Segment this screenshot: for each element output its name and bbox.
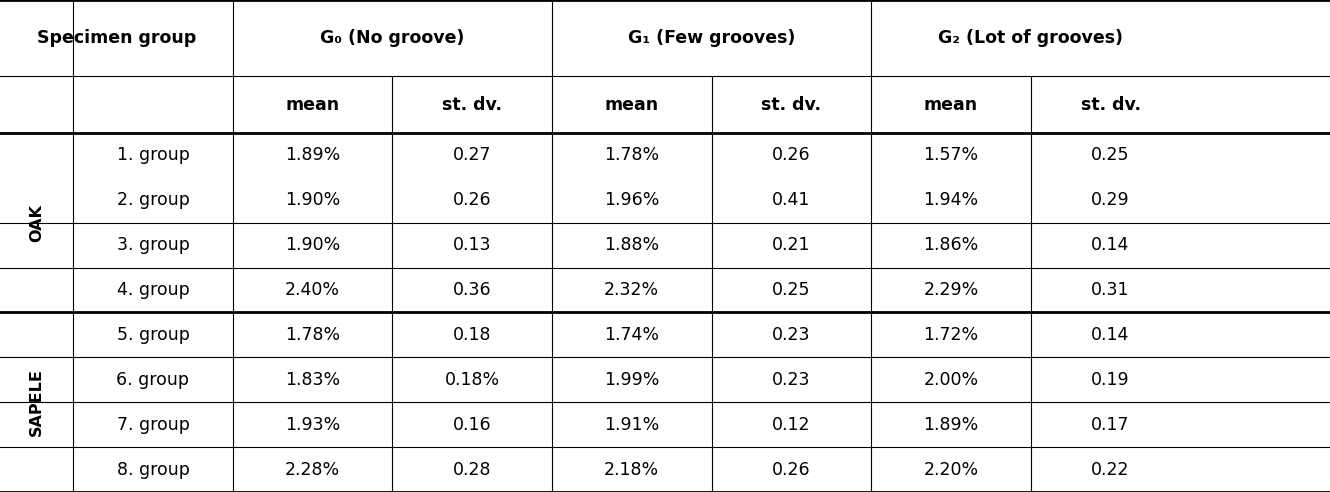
Text: 0.26: 0.26 xyxy=(452,191,492,209)
Text: 2.32%: 2.32% xyxy=(604,281,660,299)
Text: 1.74%: 1.74% xyxy=(604,326,660,344)
Text: G₀ (No groove): G₀ (No groove) xyxy=(321,29,464,47)
Text: 0.31: 0.31 xyxy=(1092,281,1129,299)
Text: 0.13: 0.13 xyxy=(454,236,491,254)
Text: mean: mean xyxy=(924,95,978,114)
Text: 7. group: 7. group xyxy=(117,416,189,433)
Text: 2.29%: 2.29% xyxy=(923,281,979,299)
Text: 1.89%: 1.89% xyxy=(285,146,340,164)
Text: 0.23: 0.23 xyxy=(773,371,810,389)
Text: 1.93%: 1.93% xyxy=(285,416,340,433)
Text: st. dv.: st. dv. xyxy=(761,95,822,114)
Text: 0.26: 0.26 xyxy=(771,146,811,164)
Text: SAPELE: SAPELE xyxy=(29,369,44,436)
Text: 0.12: 0.12 xyxy=(773,416,810,433)
Text: 0.16: 0.16 xyxy=(452,416,492,433)
Text: 0.21: 0.21 xyxy=(773,236,810,254)
Text: 1.88%: 1.88% xyxy=(604,236,660,254)
Text: mean: mean xyxy=(605,95,658,114)
Text: st. dv.: st. dv. xyxy=(1080,95,1141,114)
Text: 1.89%: 1.89% xyxy=(923,416,979,433)
Text: 0.18%: 0.18% xyxy=(444,371,500,389)
Text: 1.94%: 1.94% xyxy=(923,191,979,209)
Text: 0.14: 0.14 xyxy=(1092,326,1129,344)
Text: 0.19: 0.19 xyxy=(1091,371,1130,389)
Text: 0.28: 0.28 xyxy=(454,461,491,479)
Text: 1. group: 1. group xyxy=(117,146,189,164)
Text: 2.20%: 2.20% xyxy=(923,461,979,479)
Text: 1.90%: 1.90% xyxy=(285,191,340,209)
Text: 0.23: 0.23 xyxy=(773,326,810,344)
Text: 4. group: 4. group xyxy=(117,281,189,299)
Text: 2.28%: 2.28% xyxy=(285,461,340,479)
Text: 2.18%: 2.18% xyxy=(604,461,660,479)
Text: G₁ (Few grooves): G₁ (Few grooves) xyxy=(628,29,795,47)
Text: 0.29: 0.29 xyxy=(1091,191,1130,209)
Text: 1.78%: 1.78% xyxy=(285,326,340,344)
Text: 0.25: 0.25 xyxy=(773,281,810,299)
Text: 1.86%: 1.86% xyxy=(923,236,979,254)
Text: 1.83%: 1.83% xyxy=(285,371,340,389)
Text: OAK: OAK xyxy=(29,204,44,242)
Text: 1.72%: 1.72% xyxy=(923,326,979,344)
Text: 0.14: 0.14 xyxy=(1092,236,1129,254)
Text: 2. group: 2. group xyxy=(117,191,189,209)
Text: st. dv.: st. dv. xyxy=(442,95,503,114)
Text: Specimen group: Specimen group xyxy=(37,29,196,47)
Text: 0.25: 0.25 xyxy=(1092,146,1129,164)
Text: 8. group: 8. group xyxy=(117,461,189,479)
Text: mean: mean xyxy=(286,95,339,114)
Text: 2.40%: 2.40% xyxy=(285,281,340,299)
Text: 2.00%: 2.00% xyxy=(923,371,979,389)
Text: 5. group: 5. group xyxy=(117,326,189,344)
Text: 1.99%: 1.99% xyxy=(604,371,660,389)
Text: 6. group: 6. group xyxy=(117,371,189,389)
Text: 0.26: 0.26 xyxy=(771,461,811,479)
Text: G₂ (Lot of grooves): G₂ (Lot of grooves) xyxy=(938,29,1124,47)
Text: 0.27: 0.27 xyxy=(454,146,491,164)
Text: 1.90%: 1.90% xyxy=(285,236,340,254)
Text: 0.36: 0.36 xyxy=(452,281,492,299)
Text: 1.78%: 1.78% xyxy=(604,146,660,164)
Text: 1.96%: 1.96% xyxy=(604,191,660,209)
Text: 0.17: 0.17 xyxy=(1092,416,1129,433)
Text: 0.41: 0.41 xyxy=(773,191,810,209)
Text: 0.18: 0.18 xyxy=(454,326,491,344)
Text: 1.91%: 1.91% xyxy=(604,416,660,433)
Text: 3. group: 3. group xyxy=(117,236,189,254)
Text: 0.22: 0.22 xyxy=(1092,461,1129,479)
Text: 1.57%: 1.57% xyxy=(923,146,979,164)
